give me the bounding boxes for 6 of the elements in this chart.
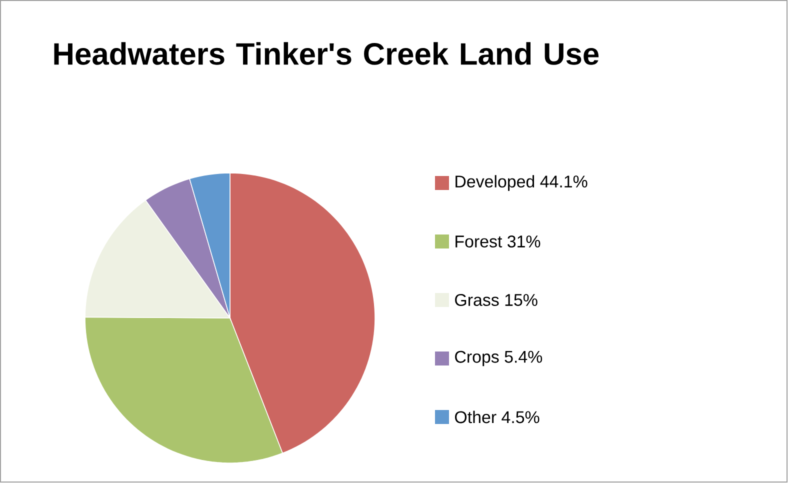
chart-title: Headwaters Tinker's Creek Land Use (54, 42, 599, 65)
legend-label: Developed 44.1% (456, 175, 588, 191)
legend-label: Grass 15% (455, 294, 538, 306)
legend-label: Crops 5.4% (455, 350, 542, 366)
legend-label: Forest 31% (456, 235, 540, 248)
legend-label: Other 4.5% (455, 410, 540, 424)
